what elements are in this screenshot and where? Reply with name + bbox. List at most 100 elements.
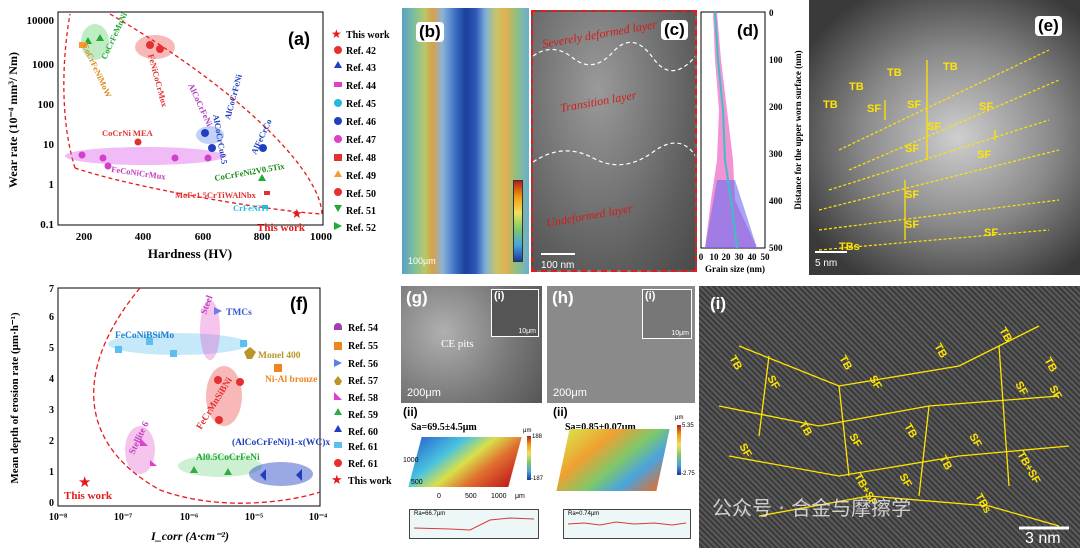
d-ylabel: Distance for the upper worn surface (nm)	[793, 50, 803, 209]
panel-g-sem: (g) (i) 10μm CE pits 200μm	[401, 286, 542, 403]
tag-i: TB+SF	[1014, 450, 1042, 487]
a-ytick: 0.1	[40, 219, 54, 231]
panel-f: ★ FeCoNiBSiMo Steel TMCs Monel 400 Ni-Al…	[0, 280, 400, 548]
f-xtick: 10⁻⁷	[114, 512, 132, 523]
panel-c-label: (c)	[661, 20, 688, 40]
f-ylabel: Mean depth of erosion rate (μm·h⁻¹)	[9, 312, 21, 484]
panel-i-hrtem: (i) TB TB TB TB TB TB TB TB SF SF SF SF …	[699, 286, 1080, 548]
panel-b-height-map: (b) 100μm	[402, 8, 529, 274]
panel-h-profile-ra: Ra=0.74μm	[568, 511, 600, 517]
tag-e: SF	[979, 101, 993, 113]
d-xlabel: Grain size (nm)	[705, 264, 765, 274]
layer-label-3: Undeformed layer	[545, 201, 634, 230]
anno-a-this-work: This work	[257, 222, 306, 234]
d-ytick: 500	[769, 243, 783, 253]
ce-pits-label: CE pits	[441, 338, 474, 350]
panel-g-axis-unit: μm	[515, 493, 525, 500]
d-xtick: 10	[710, 252, 720, 262]
tag-i: TB	[901, 422, 919, 441]
d-panel-label: (d)	[737, 21, 759, 40]
anno-f-3: TMCs	[226, 308, 252, 318]
tag-i: TB	[1041, 356, 1059, 375]
legend-a-item: This work	[346, 30, 390, 41]
d-xtick: 20	[722, 252, 732, 262]
panel-h-inset-scale: 10μm	[671, 330, 689, 337]
legend-a-item: Ref. 44	[346, 81, 376, 92]
tag-e: TB	[943, 61, 958, 73]
panel-g-axis-1000a: 1000	[403, 457, 419, 464]
a-ytick: 10000	[27, 15, 55, 27]
panel-g-cbar-max: 188	[532, 434, 543, 440]
panel-h-cbar-min: -2.75	[681, 471, 695, 477]
colorbar-b	[513, 180, 523, 262]
f-xtick: 10⁻⁵	[245, 512, 263, 523]
anno-a-11: MoFe1.5CrTiWAlNbx	[175, 190, 257, 200]
legend-a-item: Ref. 52	[346, 223, 376, 234]
tag-e: SF	[907, 99, 921, 111]
tag-i: SF	[846, 432, 864, 450]
tag-i: SF	[1012, 380, 1030, 398]
chart-f-points: ★	[78, 307, 302, 491]
legend-f-item: Ref. 61	[348, 459, 378, 470]
f-ytick: 5	[49, 343, 54, 354]
tag-e: SF	[905, 219, 919, 231]
a-xtick: 600	[195, 231, 212, 243]
anno-a-6: CoCrNi MEA	[102, 128, 154, 138]
panel-g-label: (g)	[406, 288, 428, 307]
panel-h-inset-label: (i)	[645, 290, 656, 302]
panel-g-axis-500b: 500	[465, 493, 477, 500]
anno-a-12: CrFeNiTi	[233, 203, 269, 213]
panel-g-sa: Sa=69.5±4.5μm	[411, 422, 477, 433]
panel-h-sub-label: (ii)	[553, 405, 568, 419]
panel-b-label: (b)	[416, 22, 444, 42]
legend-f-item: Ref. 60	[348, 427, 378, 438]
d-ytick: 100	[769, 55, 783, 65]
legend-f-item: Ref. 59	[348, 410, 378, 421]
svg-text:★: ★	[331, 472, 343, 487]
panel-h-3d: (ii) Sa=0.85±0.07μm μm 5.35 -2.75 Ra=0.7…	[547, 405, 695, 548]
legend-a-item: Ref. 50	[346, 189, 376, 200]
tag-e: SF	[905, 143, 919, 155]
panel-h-cbar-unit: μm	[675, 415, 684, 421]
d-ytick: 200	[769, 102, 783, 112]
panel-h-sem: (h) (i) 10μm 200μm	[547, 286, 695, 403]
watermark-text: 公众号 · 合金与摩擦学	[712, 496, 912, 520]
scalebar-g: 200μm	[407, 387, 441, 399]
chart-a-points: ★	[78, 34, 303, 221]
tag-i: TB	[726, 354, 744, 373]
tag-i: SF	[866, 374, 884, 392]
panel-g-profile-ra: Ra=66.7μm	[414, 511, 446, 517]
panel-g-surface	[408, 437, 522, 487]
legend-f-item: Ref. 61	[348, 442, 378, 453]
a-ytick: 100	[38, 99, 55, 111]
tag-i: SF	[736, 442, 754, 460]
svg-text:★: ★	[78, 475, 91, 491]
f-ytick: 0	[49, 498, 54, 509]
a-xtick: 200	[76, 231, 93, 243]
panel-g-inset: (i) 10μm	[491, 289, 539, 337]
tag-i: TBs	[972, 492, 993, 516]
legend-a-item: Ref. 49	[346, 171, 376, 182]
f-xlabel: I_corr (A·cm⁻²)	[150, 529, 229, 543]
tag-i: SF	[896, 472, 914, 490]
legend-f: ★ Ref. 54 Ref. 55 Ref. 56 Ref. 57 Ref. 5…	[331, 323, 392, 487]
scalebar-e: 5 nm	[815, 258, 837, 269]
a-xtick: 1000	[310, 231, 333, 243]
tag-e: SF	[977, 149, 991, 161]
panel-i-label: (i)	[710, 294, 727, 313]
d-xtick: 40	[748, 252, 758, 262]
legend-a-item: Ref. 48	[346, 153, 376, 164]
scalebar-c: 100 nm	[541, 260, 574, 271]
panel-e-hrtem: (e) TB TB TB TB SF SF SF SF SF SF SF	[809, 0, 1080, 275]
legend-f-item: Ref. 58	[348, 393, 378, 404]
panel-h-profile: Ra=0.74μm	[563, 509, 691, 539]
scalebar-h: 200μm	[553, 387, 587, 399]
panel-h-inset: (i) 10μm	[642, 289, 692, 339]
a-xlabel: Hardness (HV)	[148, 246, 232, 261]
tag-i: TB	[836, 354, 854, 373]
tag-e: TBs	[839, 241, 860, 253]
f-ytick: 6	[49, 312, 54, 323]
legend-f-item: Ref. 54	[348, 323, 378, 334]
anno-f-4: Monel 400	[258, 351, 301, 361]
tag-e: TB	[887, 67, 902, 79]
